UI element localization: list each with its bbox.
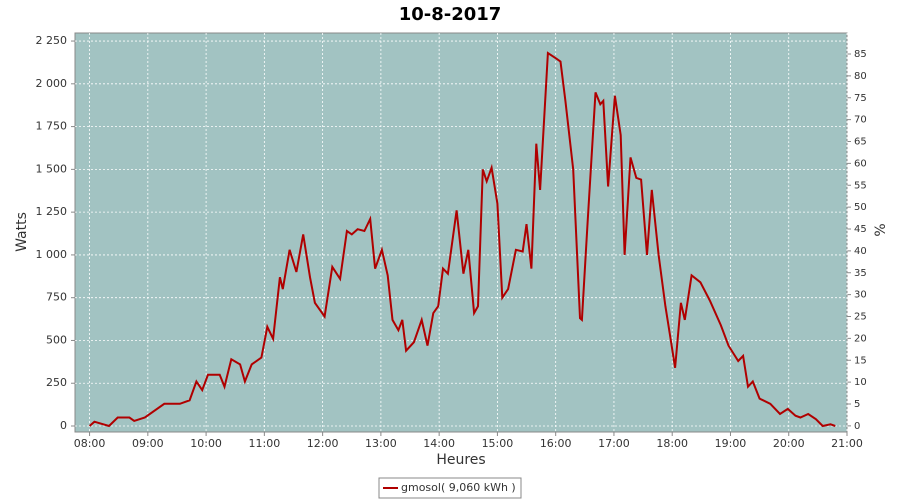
x-axis-title: Heures (436, 452, 485, 468)
x-tick-label: 15:00 (482, 437, 514, 450)
y2-tick-label: 30 (854, 290, 867, 301)
x-tick-label: 10:00 (190, 437, 222, 450)
y2-tick-label: 15 (854, 355, 867, 366)
y2-tick-label: 40 (854, 246, 867, 257)
y-tick-label: 1 000 (36, 248, 68, 261)
x-tick-label: 11:00 (249, 437, 281, 450)
plot-area (74, 32, 848, 433)
y2-axis-title: % (873, 223, 889, 236)
y2-tick-label: 70 (854, 115, 867, 126)
y2-tick-label: 55 (854, 180, 867, 191)
legend-label: gmosol( 9,060 kWh ) (401, 481, 516, 494)
x-tick-label: 19:00 (715, 437, 747, 450)
y-tick-label: 250 (46, 376, 67, 389)
y2-tick-label: 80 (854, 71, 867, 82)
y2-tick-label: 5 (854, 399, 860, 410)
x-tick-label: 14:00 (423, 437, 455, 450)
y-tick-label: 2 000 (36, 77, 68, 90)
y-tick-label: 2 250 (36, 34, 68, 47)
x-tick-label: 20:00 (773, 437, 805, 450)
legend-box (378, 477, 522, 499)
y-axis-title: Watts (14, 212, 30, 252)
y2-tick-label: 75 (854, 93, 867, 104)
x-tick-label: 18:00 (656, 437, 688, 450)
y2-tick-label: 0 (854, 421, 860, 432)
y2-tick-label: 45 (854, 224, 867, 235)
x-tick-label: 16:00 (540, 437, 572, 450)
x-tick-label: 08:00 (74, 437, 106, 450)
y2-tick-label: 35 (854, 268, 867, 279)
y2-tick-label: 60 (854, 158, 867, 169)
y2-tick-label: 85 (854, 49, 867, 60)
chart-title: 10-8-2017 (399, 4, 502, 25)
y2-tick-label: 10 (854, 377, 867, 388)
x-tick-label: 13:00 (365, 437, 397, 450)
y-tick-label: 0 (60, 419, 67, 432)
x-tick-label: 09:00 (132, 437, 164, 450)
y-tick-label: 1 750 (36, 120, 68, 133)
x-tick-label: 17:00 (598, 437, 630, 450)
y2-tick-label: 25 (854, 312, 867, 323)
y-tick-label: 1 500 (36, 162, 68, 175)
y2-tick-label: 50 (854, 202, 867, 213)
x-tick-label: 12:00 (307, 437, 339, 450)
y-tick-label: 500 (46, 333, 67, 346)
y2-tick-label: 65 (854, 137, 867, 148)
series-line (88, 51, 836, 428)
x-tick-label: 21:00 (831, 437, 863, 450)
y-tick-label: 750 (46, 291, 67, 304)
y2-tick-label: 20 (854, 333, 867, 344)
y-tick-label: 1 250 (36, 205, 68, 218)
